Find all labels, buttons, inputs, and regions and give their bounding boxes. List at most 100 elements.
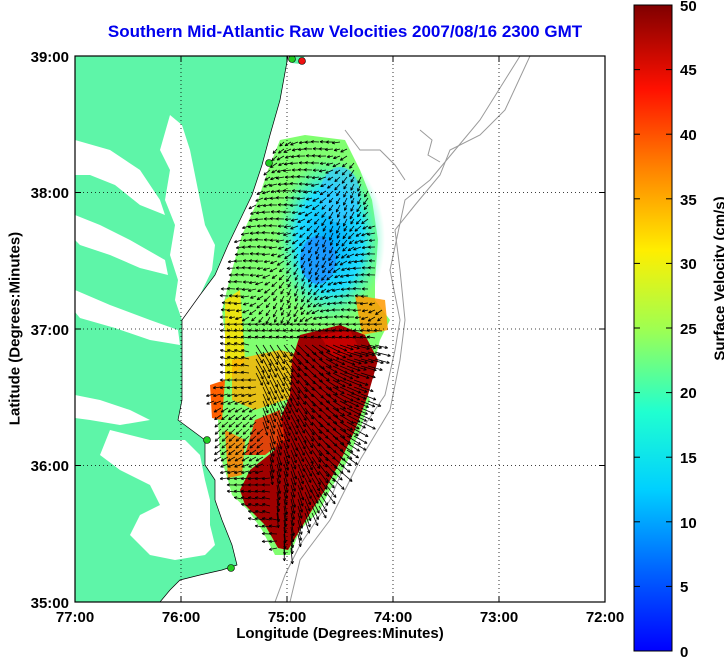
velocity-vector — [353, 365, 367, 371]
velocity-vector — [322, 253, 327, 261]
velocity-vector-head — [298, 162, 302, 165]
velocity-vector-head — [345, 316, 349, 319]
latitude-tick-label: 36:00 — [31, 458, 69, 475]
velocity-vector — [339, 351, 353, 357]
velocity-vector — [297, 197, 306, 200]
velocity-vector — [328, 253, 334, 261]
velocity-vector-head — [358, 194, 362, 197]
velocity-vector-head — [291, 251, 296, 253]
velocity-vector — [261, 330, 271, 332]
velocity-vector — [283, 484, 288, 499]
velocity-vector — [283, 435, 290, 449]
velocity-vector-head — [219, 387, 224, 390]
velocity-vector — [262, 414, 269, 430]
velocity-vector-head — [248, 239, 252, 242]
radar-site-marker — [298, 57, 306, 65]
velocity-vector — [255, 470, 264, 474]
velocity-vector — [334, 176, 341, 182]
velocity-vector-head — [227, 395, 231, 398]
velocity-vector-head — [234, 274, 238, 277]
velocity-vector — [314, 211, 320, 217]
velocity-vector-head — [220, 349, 223, 353]
velocity-vector — [221, 442, 229, 449]
velocity-vector-head — [358, 419, 361, 423]
velocity-vector — [227, 407, 236, 413]
velocity-vector-head — [291, 190, 295, 193]
velocity-vector — [321, 211, 327, 218]
velocity-vector-head — [219, 342, 223, 346]
velocity-vector-head — [284, 546, 287, 550]
velocity-vector-head — [371, 411, 375, 414]
velocity-vector — [318, 463, 330, 477]
velocity-vector-head — [310, 324, 314, 326]
velocity-vector — [290, 526, 294, 542]
velocity-vector-head — [298, 142, 303, 145]
velocity-vector-head — [314, 352, 317, 356]
velocity-vector — [318, 344, 331, 353]
velocity-vector-head — [290, 197, 294, 200]
velocity-vector — [360, 386, 374, 392]
velocity-vector-head — [350, 180, 354, 183]
velocity-vector — [326, 274, 334, 281]
velocity-vector — [355, 253, 362, 256]
velocity-vector — [235, 414, 243, 421]
velocity-vector — [318, 372, 330, 382]
velocity-vector — [300, 302, 306, 310]
velocity-vector-head — [263, 239, 267, 242]
velocity-vector-head — [321, 278, 325, 281]
velocity-vector-head — [315, 272, 318, 276]
velocity-vector — [290, 386, 300, 400]
velocity-vector — [346, 351, 363, 358]
velocity-vector-head — [323, 250, 327, 253]
velocity-vector — [258, 316, 264, 323]
velocity-vector — [346, 407, 362, 416]
velocity-vector-head — [234, 472, 238, 474]
velocity-vector — [276, 414, 283, 428]
velocity-vector — [240, 330, 250, 332]
velocity-vector — [315, 246, 320, 255]
velocity-vector — [360, 372, 376, 378]
velocity-vector-head — [269, 218, 273, 221]
velocity-vector-head — [233, 490, 237, 493]
velocity-vector — [353, 246, 362, 251]
velocity-vector-head — [266, 306, 270, 308]
velocity-vector — [286, 260, 292, 266]
velocity-vector-head — [228, 447, 232, 449]
velocity-vector-head — [342, 390, 345, 394]
velocity-vector-head — [359, 383, 363, 387]
velocity-vector-head — [340, 289, 344, 291]
velocity-vector — [327, 281, 334, 286]
velocity-vector — [295, 295, 299, 302]
velocity-vector — [353, 435, 368, 444]
velocity-vector — [275, 330, 285, 332]
velocity-vector — [325, 414, 338, 425]
velocity-vector-head — [315, 252, 319, 255]
velocity-vector-head — [294, 504, 297, 508]
velocity-vector-head — [349, 216, 353, 220]
velocity-vector — [287, 288, 292, 296]
velocity-vector-head — [227, 349, 230, 353]
velocity-vector — [359, 330, 369, 332]
velocity-vector-head — [292, 544, 295, 549]
velocity-vector — [348, 232, 355, 240]
velocity-vector-head — [276, 241, 280, 243]
velocity-vector-head — [219, 324, 223, 326]
velocity-vector — [318, 477, 328, 490]
velocity-vector — [349, 225, 355, 232]
velocity-vector — [234, 239, 243, 243]
velocity-vector — [332, 435, 345, 446]
velocity-vector — [321, 204, 327, 210]
velocity-vector — [284, 141, 292, 147]
velocity-vector — [360, 336, 369, 339]
velocity-vector — [304, 463, 312, 477]
velocity-vector-head — [282, 211, 286, 214]
velocity-vector-head — [287, 314, 291, 317]
velocity-vector — [214, 449, 222, 455]
velocity-vector — [362, 225, 369, 230]
velocity-vector-head — [226, 356, 230, 360]
velocity-vector — [317, 330, 327, 332]
velocity-vector — [256, 435, 264, 442]
velocity-vector-head — [352, 268, 356, 270]
velocity-vector — [255, 503, 264, 507]
velocity-vector — [340, 155, 348, 161]
